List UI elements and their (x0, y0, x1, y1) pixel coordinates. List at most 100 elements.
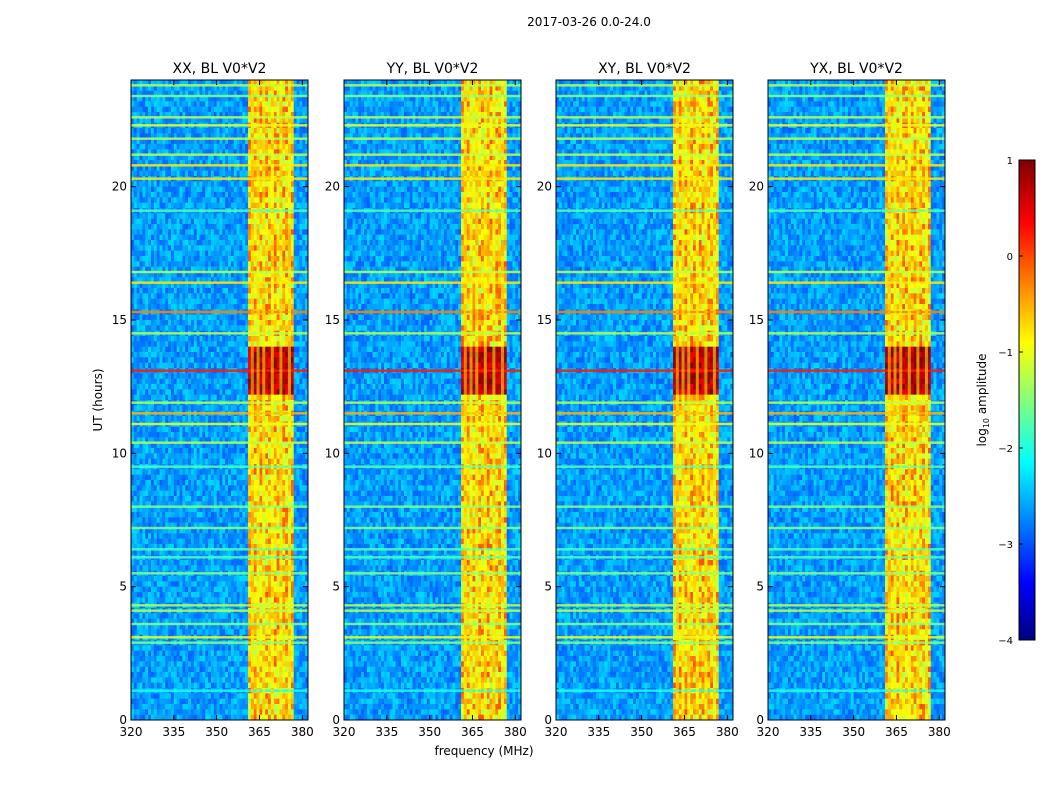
heatmap-cell (268, 197, 272, 203)
heatmap-cell (199, 453, 203, 459)
heatmap-cell (296, 112, 300, 118)
heatmap-cell (213, 373, 217, 379)
heatmap-cell (228, 304, 232, 310)
heatmap-cell (225, 282, 229, 289)
heatmap-cell (230, 197, 235, 203)
heatmap-cell (285, 432, 289, 438)
heatmap-cell (239, 490, 243, 497)
heatmap-cell (202, 80, 206, 86)
heatmap-cell (219, 272, 223, 278)
heatmap-cell (156, 85, 160, 91)
heatmap-cell (222, 218, 226, 225)
heatmap-cell (296, 117, 300, 123)
heatmap-cell (156, 266, 160, 273)
heatmap-cell (242, 458, 246, 465)
heatmap-cell (228, 458, 232, 465)
heatmap-cell (253, 314, 257, 321)
heatmap-cell (196, 256, 200, 262)
heatmap-cell (150, 458, 155, 465)
heatmap-cell (290, 416, 295, 422)
heatmap-cell (190, 154, 195, 161)
heatmap-cell (142, 405, 146, 411)
heatmap-cell (242, 128, 246, 134)
heatmap-cell (216, 170, 220, 177)
heatmap-cell (199, 448, 203, 454)
heatmap-cell (142, 234, 146, 241)
heatmap-cell (216, 362, 220, 369)
heatmap-cell (148, 304, 152, 310)
heatmap-cell (248, 106, 252, 113)
heatmap-cell (165, 96, 169, 102)
heatmap-cell (159, 320, 163, 326)
heatmap-cell (253, 250, 257, 257)
heatmap-cell (305, 117, 309, 123)
heatmap-cell (176, 128, 180, 134)
heatmap-cell (173, 336, 177, 342)
heatmap-cell (205, 432, 209, 438)
heatmap-cell (245, 229, 249, 235)
heatmap-cell (213, 250, 217, 257)
heatmap-cell (302, 112, 306, 118)
heatmap-cell (236, 293, 240, 299)
heatmap-cell (156, 320, 160, 326)
heatmap-cell (159, 229, 163, 235)
heatmap-cell (242, 170, 246, 177)
heatmap-cell (265, 85, 269, 91)
heatmap-cell (233, 250, 237, 257)
heatmap-cell (293, 90, 297, 97)
heatmap-cell (210, 261, 215, 267)
heatmap-cell (265, 437, 269, 443)
heatmap-cell (199, 138, 203, 145)
heatmap-cell (210, 192, 215, 198)
heatmap-cell (293, 202, 297, 209)
heatmap-cell (268, 224, 272, 230)
heatmap-cell (239, 448, 243, 454)
heatmap-cell (230, 437, 235, 443)
heatmap-cell (253, 213, 257, 219)
heatmap-cell (190, 85, 195, 91)
heatmap-cell (156, 245, 160, 251)
heatmap-cell (268, 378, 272, 385)
heatmap-cell (228, 272, 232, 278)
heatmap-cell (133, 373, 137, 379)
heatmap-cell (205, 240, 209, 246)
heatmap-cell (265, 378, 269, 385)
heatmap-cell (282, 240, 286, 246)
heatmap-cell (245, 293, 249, 299)
heatmap-cell (290, 448, 295, 454)
heatmap-cell (299, 298, 303, 305)
heatmap-cell (202, 133, 206, 139)
heatmap-cell (199, 224, 203, 230)
heatmap-cell (133, 213, 137, 219)
heatmap-cell (213, 90, 217, 97)
heatmap-cell (230, 138, 235, 145)
heatmap-cell (208, 96, 212, 102)
heatmap-cell (282, 288, 286, 294)
heatmap-cell (202, 453, 206, 459)
heatmap-cell (193, 272, 197, 278)
heatmap-cell (173, 250, 177, 257)
heatmap-cell (168, 101, 172, 107)
heatmap-cell (199, 304, 203, 310)
heatmap-cell (268, 90, 272, 97)
heatmap-cell (273, 154, 277, 161)
heatmap-cell (179, 426, 183, 433)
heatmap-cell (228, 378, 232, 385)
heatmap-cell (233, 304, 237, 310)
heatmap-cell (142, 480, 146, 486)
heatmap-cell (305, 165, 309, 171)
heatmap-cell (153, 197, 157, 203)
heatmap-cell (202, 138, 206, 145)
heatmap-cell (285, 85, 289, 91)
heatmap-cell (245, 245, 249, 251)
heatmap-cell (193, 138, 197, 145)
heatmap-cell (190, 202, 195, 209)
heatmap-cell (148, 298, 152, 305)
heatmap-cell (230, 346, 235, 353)
heatmap-cell (145, 437, 149, 443)
heatmap-cell (285, 378, 289, 385)
heatmap-cell (145, 234, 149, 241)
heatmap-cell (282, 346, 286, 353)
heatmap-cell (176, 85, 180, 91)
heatmap-cell (253, 234, 257, 241)
